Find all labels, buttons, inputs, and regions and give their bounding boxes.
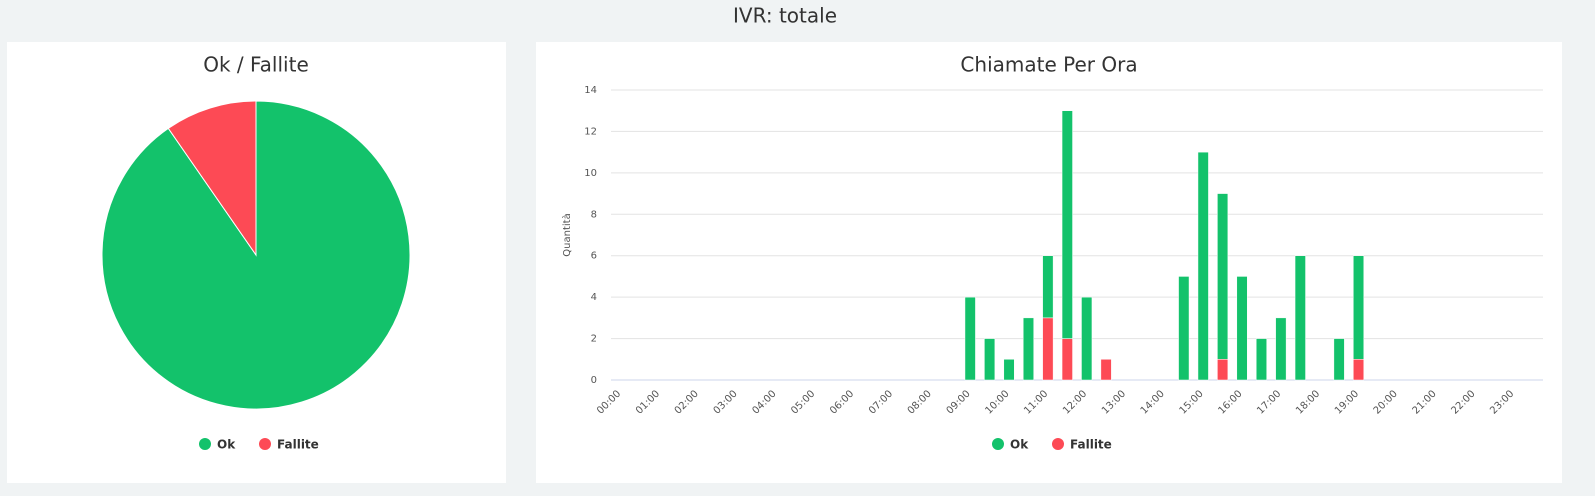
chart-title: Ok / Fallite <box>203 53 309 77</box>
bar <box>1178 276 1190 381</box>
legend-label: Fallite <box>1070 438 1112 452</box>
legend-marker <box>259 438 271 450</box>
bar <box>964 296 976 381</box>
bar <box>1275 317 1287 381</box>
bar <box>1197 151 1209 381</box>
y-tick-label: 2 <box>591 334 597 345</box>
bar <box>1100 359 1112 381</box>
bar <box>1333 338 1345 381</box>
bar <box>1353 359 1365 381</box>
bar <box>1255 338 1267 381</box>
y-tick-label: 6 <box>591 251 597 262</box>
y-tick-label: 0 <box>591 375 597 386</box>
bar <box>1294 255 1306 381</box>
y-tick-label: 14 <box>584 85 597 96</box>
y-tick-label: 4 <box>591 292 597 303</box>
bar <box>1081 296 1093 381</box>
bar <box>1042 255 1054 319</box>
bar <box>1217 193 1229 360</box>
pie-slice <box>167 100 257 257</box>
legend-label: Fallite <box>277 438 319 452</box>
bar <box>1236 276 1248 381</box>
bar <box>1061 110 1073 339</box>
bar <box>1022 317 1034 381</box>
bar <box>1217 359 1229 381</box>
legend-label: Ok <box>1010 438 1029 452</box>
y-tick-label: 8 <box>591 209 597 220</box>
bar <box>1042 317 1054 381</box>
legend-marker <box>1052 438 1064 450</box>
legend-label: Ok <box>217 438 236 452</box>
y-tick-label: 10 <box>584 168 597 179</box>
bar <box>984 338 996 381</box>
chart-title: Chiamate Per Ora <box>960 53 1137 77</box>
legend-marker <box>199 438 211 450</box>
bar <box>1061 338 1073 381</box>
y-tick-label: 12 <box>584 126 597 137</box>
bar <box>1353 255 1365 360</box>
page-title: IVR: totale <box>733 4 837 28</box>
bar <box>1003 359 1015 381</box>
y-axis-label: Quantità <box>561 213 573 256</box>
legend-marker <box>992 438 1004 450</box>
